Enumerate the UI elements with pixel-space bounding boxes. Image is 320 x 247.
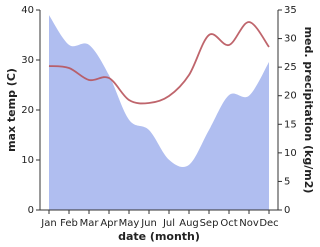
y2-tick-label: 30 <box>284 34 297 45</box>
y2-tick-label: 5 <box>284 176 290 187</box>
x-axis-label: date (month) <box>118 230 200 243</box>
y-axis-label: max temp (C) <box>5 68 18 152</box>
x-tick-label: Jan <box>40 218 56 229</box>
precipitation-area <box>49 15 269 211</box>
y-tick-label: 30 <box>21 55 34 66</box>
x-tick-label: Jun <box>140 218 157 229</box>
y-tick-label: 20 <box>21 105 34 116</box>
x-tick-label: Oct <box>220 218 237 229</box>
x-tick-label: Dec <box>259 218 278 229</box>
x-tick-label: Aug <box>179 218 199 229</box>
x-tick-label: Feb <box>60 218 78 229</box>
y2-tick-label: 15 <box>284 119 297 130</box>
x-tick-label: May <box>119 218 140 229</box>
x-tick-label: Jul <box>162 218 175 229</box>
y-tick-label: 10 <box>21 155 34 166</box>
x-tick-label: Mar <box>80 218 100 229</box>
y2-tick-label: 0 <box>284 205 290 216</box>
y-tick-label: 40 <box>21 5 34 16</box>
y2-tick-label: 25 <box>284 62 297 73</box>
x-tick-label: Apr <box>100 218 118 229</box>
y2-tick-label: 35 <box>284 5 297 16</box>
x-tick-label: Sep <box>200 218 219 229</box>
y2-axis-label: med. precipitation (kg/m2) <box>302 27 315 194</box>
y2-tick-label: 20 <box>284 91 297 102</box>
y2-tick-label: 10 <box>284 148 297 159</box>
temperature-line <box>48 21 270 105</box>
y-tick-label: 0 <box>28 205 34 216</box>
x-tick-label: Nov <box>239 218 259 229</box>
